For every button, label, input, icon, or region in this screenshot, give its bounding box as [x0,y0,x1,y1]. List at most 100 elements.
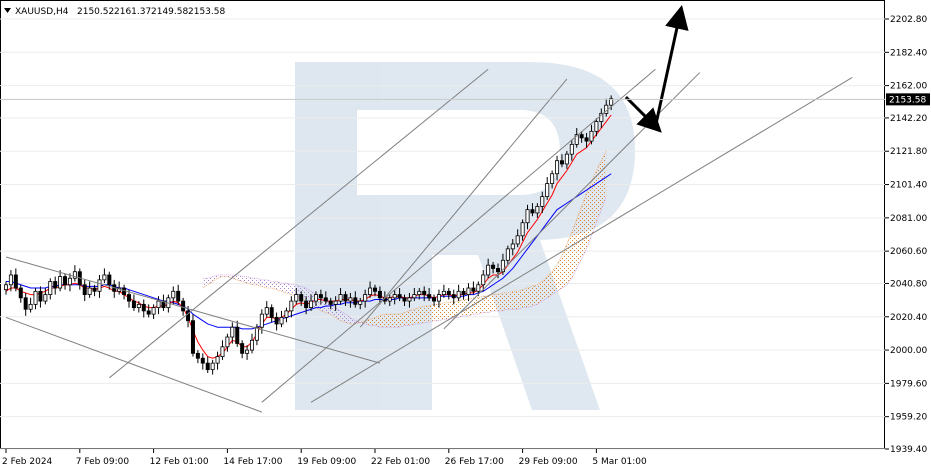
candle-body [550,173,555,184]
cloud-segment [379,314,385,328]
trend-line[interactable] [5,316,263,413]
span-a-line [202,150,607,325]
candle-body [274,317,279,325]
candle-body [43,294,48,302]
trend-line[interactable] [310,77,853,403]
candle-body [181,300,186,312]
cloud-segment [473,297,479,315]
cloud-segment [212,274,218,282]
cloud-segment [547,271,553,298]
candle-body [417,290,422,295]
cloud-segment [335,307,341,321]
y-tick-label: 2101.40 [890,181,927,191]
forecast-arrows [624,4,689,133]
symbol-dropdown-icon[interactable] [4,8,11,13]
candle-body [264,307,269,315]
trend-line[interactable] [261,68,656,403]
candle-body [559,160,564,165]
cloud-segment [581,193,587,259]
candle-body [4,284,9,291]
candle-body [500,259,505,273]
candle-body [13,274,18,289]
candle-body [333,300,338,305]
candle-body [412,294,417,299]
x-tick-label: 12 Feb 01:00 [150,457,209,467]
cloud-segment [566,232,572,285]
y-tick-label: 1959.20 [890,413,927,423]
candle-body [141,303,146,312]
candle-body [466,287,471,295]
candle-body [107,274,112,286]
candle-body [545,183,550,198]
candle-body [609,98,614,106]
candle-body [53,281,58,289]
candle-body [210,362,215,371]
trend-lines [5,68,853,413]
candle-body [92,287,97,292]
candle-body [235,326,240,344]
cloud-segment [350,317,356,324]
candle-body [451,294,456,299]
plot-frame [0,0,885,449]
x-tick-label: 7 Feb 09:00 [76,457,130,467]
cloud-segment [370,317,375,326]
cloud-segment [424,305,430,323]
cloud-segment [557,255,562,292]
cloud-segment [537,281,543,305]
candle-body [530,209,535,214]
kijun-line [6,173,612,330]
cloud-segment [438,302,444,321]
cloud-segment [498,292,503,311]
cloud-segment [591,170,597,236]
candle-body [190,320,195,354]
cloud-segment [281,283,287,293]
candle-body [525,209,530,224]
candle-body [368,287,373,295]
candle-body [156,300,161,309]
cloud-segment [222,274,228,277]
candle-body [456,290,461,299]
candle-body [48,281,53,295]
cloud-segment [522,288,528,308]
y-tick-label: 2182.40 [890,48,927,58]
chart-header: XAUUSD,H4 2150.52 2161.37 2149.58 2153.5… [4,7,225,17]
candle-body [441,290,446,295]
candle-body [318,294,323,299]
cloud-segment [207,276,213,285]
candle-body [515,235,520,245]
candle-body [574,134,579,145]
candle-body [432,297,437,302]
cloud-segment [276,281,282,292]
x-tick-label: 26 Feb 17:00 [445,457,504,467]
cloud-segment [345,314,351,324]
cloud-segment [375,315,380,328]
candle-body [18,287,23,299]
candle-body [476,284,481,292]
x-axis: 2 Feb 2024 7 Feb 09:00 12 Feb 01:00 14 Feb … [2,449,647,467]
cloud-segment [217,274,223,279]
forecast-arrow [624,95,662,133]
cloud-segment [493,294,498,311]
cloud-segment [414,307,420,324]
candle-body [284,310,289,318]
candle-body [136,303,141,309]
candle-body [446,290,451,295]
header-high: 2161.37 [114,7,151,17]
cloud-segment [458,299,464,318]
x-tick-label: 19 Feb 09:00 [297,457,356,467]
candle-body [535,206,540,214]
cloud-segment [394,314,400,328]
candle-body [254,326,259,341]
candle-body [427,294,432,299]
candle-body [313,294,318,302]
candle-body [495,268,500,273]
candle-body [171,290,176,299]
trend-line[interactable] [109,68,489,379]
trend-line[interactable] [359,78,568,328]
y-tick-label: 2121.80 [890,147,927,157]
y-tick-label: 2162.00 [890,82,927,92]
header-symbol[interactable]: XAUUSD,H4 [15,7,69,17]
candle-body [67,277,72,286]
cloud-segment [571,219,577,279]
